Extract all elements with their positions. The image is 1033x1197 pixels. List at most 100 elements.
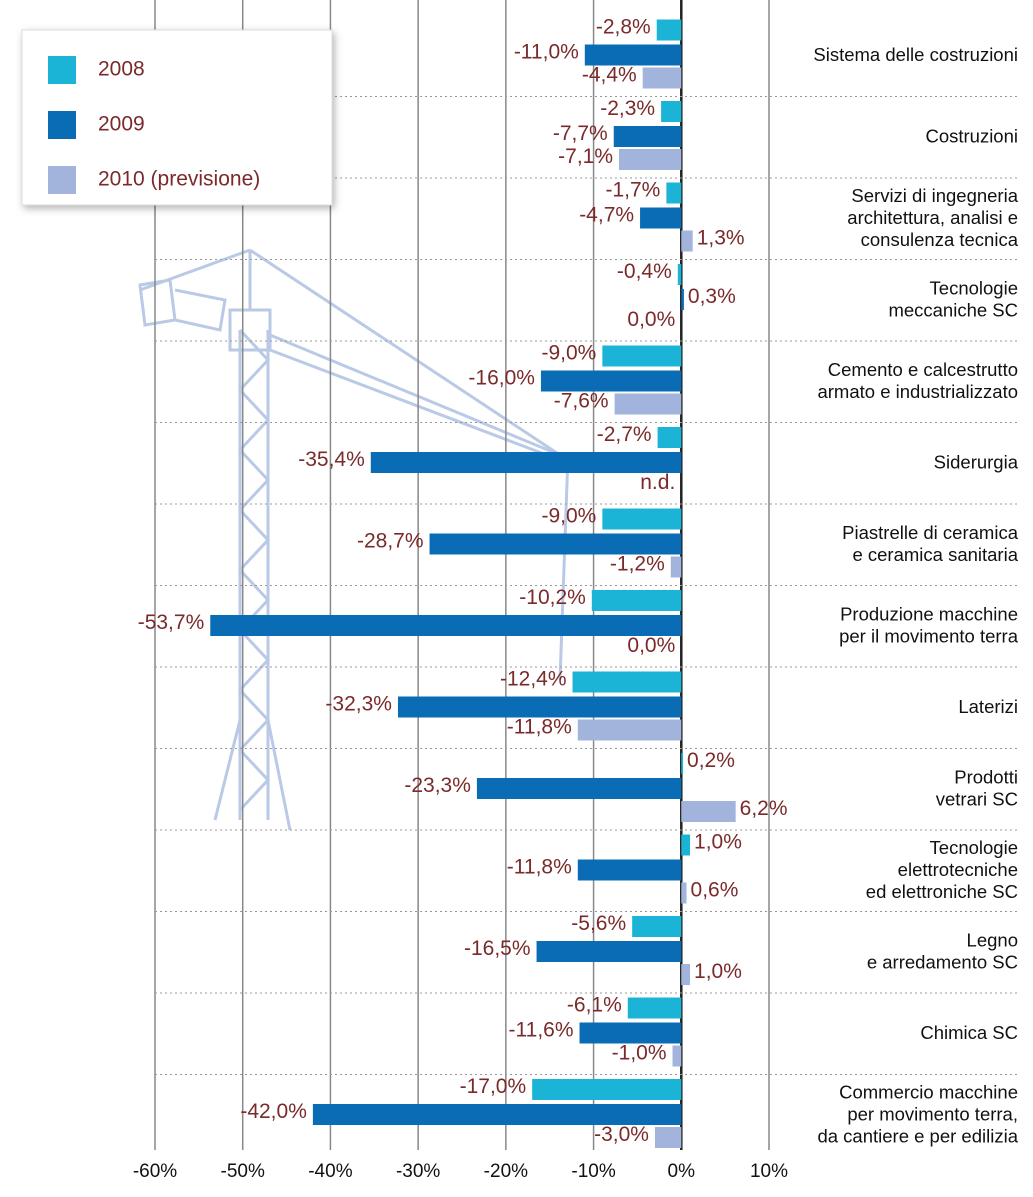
value-label: -16,5% [464,937,531,960]
bar [657,427,682,448]
legend: 2008 2009 2010 (previsione) [21,29,333,206]
x-tick-label: -30% [396,1161,440,1182]
value-label: -2,7% [597,423,652,446]
value-label: -1,2% [610,553,665,576]
category-label: Tecnologie [930,837,1018,858]
category-label: elettrotecniche [898,859,1018,880]
value-label: -7,7% [553,122,608,145]
category-label: e ceramica sanitaria [852,544,1018,565]
bar [632,916,682,937]
bar [210,615,682,636]
category-label: da cantiere e per edilizia [817,1125,1018,1146]
bar [619,149,682,170]
value-label: 1,3% [697,227,745,250]
x-tick-label: -60% [133,1161,177,1182]
labels: -60% -50% -40% -30% -20% -10% 0% 10% Sistema del… [133,16,1019,1182]
value-label: -1,7% [606,179,661,202]
category-label: Cemento e calcestrutto [828,359,1018,380]
category-label: per movimento terra, [847,1103,1018,1124]
bar [656,19,682,41]
bar [579,1022,682,1044]
value-label: 6,2% [740,797,788,820]
category-label: Siderurgia [934,451,1019,472]
bar [677,264,682,285]
value-label: -0,4% [617,260,672,283]
category-label: Servizi di ingegneria [851,185,1018,206]
bar [614,393,682,415]
category-label: Tecnologie [930,277,1018,298]
bar [584,44,682,66]
category-label: consulenza tecnica [861,229,1019,250]
legend-swatch [48,111,76,139]
bar [681,289,684,310]
value-label: -35,4% [298,448,365,471]
category-label: per il movimento terra [839,625,1019,646]
value-label: -7,1% [558,145,613,168]
value-label: -12,4% [500,668,567,691]
bar [613,126,682,147]
category-label: e arredamento SC [867,951,1018,972]
bar [397,696,682,718]
value-label: -23,3% [404,774,471,797]
category-label: armato e industrializzato [817,381,1018,402]
bar [627,997,682,1019]
category-label: ed elettroniche SC [866,881,1018,902]
value-label: n.d. [640,471,675,494]
category-label: Costruzioni [925,125,1018,146]
bar [670,556,682,578]
bar [681,882,687,904]
bar [672,1045,682,1067]
value-label: -2,8% [596,16,651,39]
category-label: Legno [967,929,1018,950]
bar [602,345,682,367]
category-label: Sistema delle costruzioni [813,44,1018,65]
bar [681,801,736,822]
legend-label: 2009 [98,113,145,136]
bar [661,101,682,122]
value-label: 1,0% [694,831,742,854]
value-label: 0,3% [688,285,736,308]
value-label: 0,6% [691,879,739,902]
value-label: -1,0% [612,1042,667,1065]
bar [640,207,682,229]
x-tick-label: 10% [750,1161,788,1182]
value-label: -7,6% [554,390,609,413]
bar [654,1127,682,1148]
value-label: 0,0% [627,634,675,657]
legend-label: 2008 [98,58,145,81]
value-label: -17,0% [460,1075,527,1098]
bar [681,834,691,856]
bar [532,1079,682,1100]
bar [370,452,682,473]
bar [666,182,682,204]
value-label: 0,2% [687,749,735,772]
value-label: -11,6% [509,1019,574,1042]
bar [572,671,682,693]
value-label: 0,0% [627,308,675,331]
bar [681,753,684,774]
bar [577,719,682,741]
value-label: -4,4% [582,64,637,87]
legend-swatch [48,166,76,194]
bar [540,370,682,392]
category-label: meccaniche SC [888,299,1018,320]
bar [577,859,682,881]
x-tick-label: -40% [308,1161,352,1182]
category-label: architettura, analisi e [847,207,1018,228]
value-label: -3,0% [594,1123,649,1146]
value-label: -9,0% [541,342,596,365]
separators [155,96,1018,1075]
value-label: -16,0% [468,367,535,390]
x-tick-label: -50% [221,1161,265,1182]
value-label: -6,1% [567,994,622,1017]
legend-label: 2010 (previsione) [98,168,260,191]
value-label: -32,3% [325,693,392,716]
value-label: -9,0% [541,505,596,528]
category-label: Produzione macchine [840,603,1018,624]
value-label: -11,8% [507,856,572,879]
legend-swatch [48,56,76,84]
bar [681,964,691,985]
value-label: -5,6% [571,912,626,935]
value-label: -42,0% [240,1100,307,1123]
category-label: vetrari SC [936,788,1018,809]
